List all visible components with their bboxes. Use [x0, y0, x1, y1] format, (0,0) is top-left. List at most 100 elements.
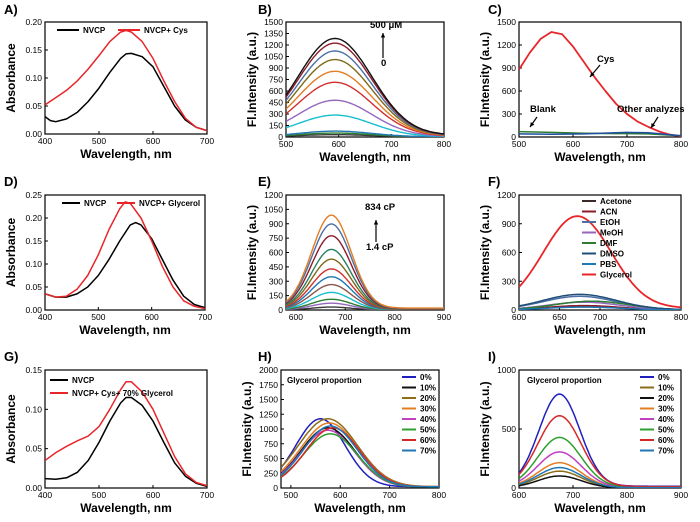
y-axis-label: Fl.Intensity (a.u.)	[478, 205, 492, 300]
y-tick-label: 1500	[497, 17, 516, 27]
plot-frame-i	[518, 369, 682, 489]
series-line	[286, 214, 444, 309]
panel-label-a: A)	[4, 2, 18, 17]
x-tick-label: 700	[198, 312, 212, 322]
y-tick-label: 1350	[264, 29, 283, 39]
y-tick-label: 1200	[264, 190, 283, 200]
y-tick-label: 0	[278, 132, 283, 142]
y-tick-label: 0.10	[25, 259, 42, 269]
x-tick-label: 700	[593, 312, 607, 322]
legend-entry: NVCP+ Glycerol	[139, 199, 200, 208]
legend-entry: Acetone	[600, 197, 632, 206]
panel-label-i: I)	[488, 349, 496, 364]
x-tick-label: 700	[200, 136, 214, 146]
y-tick-label: 600	[269, 248, 283, 258]
panel-label-c: C)	[488, 2, 502, 17]
y-tick-label: 1200	[264, 40, 283, 50]
legend-entry: PBS	[600, 260, 617, 269]
x-axis-label: Wavelength, nm	[314, 501, 406, 515]
legend-entry: 0%	[658, 373, 670, 382]
panel-title-h: Glycerol proportion	[287, 376, 362, 385]
series-line-nvcp-glycerol	[45, 201, 205, 310]
plot-frame-c	[518, 21, 682, 138]
series-line-glycerol	[519, 215, 681, 309]
y-tick-label: 0.10	[25, 404, 42, 414]
y-tick-label: 0	[273, 483, 278, 493]
y-tick-label: 0	[278, 305, 283, 315]
panel-label-g: G)	[4, 349, 18, 364]
series-line	[286, 58, 444, 136]
y-tick-label: 0.20	[25, 213, 42, 223]
y-tick-label: 450	[269, 262, 283, 272]
annotation-cys: Cys	[597, 54, 614, 65]
y-axis-label: Absorbance	[4, 43, 18, 113]
legend-entry: MeOH	[600, 229, 623, 238]
y-tick-label: 600	[269, 86, 283, 96]
annotation-arrow-cys-head	[590, 72, 595, 77]
series-line-nvcp	[45, 221, 205, 309]
y-tick-label: 150	[269, 291, 283, 301]
legend-entry: 60%	[658, 436, 674, 445]
annotation-bottom: 1.4 cP	[366, 242, 394, 253]
x-tick-label: 600	[332, 139, 346, 149]
panel-label-h: H)	[258, 349, 272, 364]
y-tick-label: 750	[269, 233, 283, 243]
x-tick-label: 900	[674, 490, 688, 500]
panel-title-i: Glycerol proportion	[527, 376, 602, 385]
y-tick-label: 1200	[497, 40, 516, 50]
y-tick-label: 0.00	[25, 483, 42, 493]
x-tick-label: 800	[674, 139, 688, 149]
annotation-other: Other analyzes	[617, 104, 685, 115]
legend-entry: NVCP	[72, 376, 95, 385]
legend-entry: 30%	[420, 405, 436, 414]
annotation-arrow-e-head	[373, 220, 379, 225]
x-tick-label: 750	[633, 312, 647, 322]
series-line-nvcp	[45, 396, 207, 488]
y-tick-label: 0.20	[25, 17, 42, 27]
annotation-arrow-b-head	[380, 33, 386, 38]
legend-entry: Glycerol	[600, 271, 632, 280]
y-tick-label: 1500	[264, 17, 283, 27]
series-line-pbs	[519, 306, 681, 310]
x-axis-label: Wavelength, nm	[554, 323, 646, 337]
x-tick-label: 600	[512, 490, 526, 500]
x-axis-label: Wavelength, nm	[319, 323, 411, 337]
legend-entry: DMF	[600, 239, 617, 248]
annotation-bottom: 0	[381, 58, 386, 69]
y-tick-label: 0.15	[25, 45, 42, 55]
y-axis-label: Fl.Intensity (a.u.)	[245, 32, 259, 127]
y-tick-label: 0.15	[25, 365, 42, 375]
x-axis-label: Wavelength, nm	[80, 147, 172, 161]
series-line-nvcp-cys-70-glycerol	[45, 381, 207, 487]
x-tick-label: 600	[145, 312, 159, 322]
x-tick-label: 800	[437, 139, 451, 149]
y-tick-label: 500	[264, 454, 278, 464]
x-tick-label: 500	[284, 490, 298, 500]
y-tick-label: 0.10	[25, 73, 42, 83]
legend-entry: 0%	[420, 373, 432, 382]
legend-entry: 70%	[658, 447, 674, 456]
legend-entry: 40%	[658, 415, 674, 424]
y-tick-label: 0	[511, 305, 516, 315]
x-tick-label: 650	[552, 312, 566, 322]
x-tick-label: 700	[620, 139, 634, 149]
x-tick-label: 600	[566, 139, 580, 149]
x-axis-label: Wavelength, nm	[79, 323, 171, 337]
legend-entry: EtOH	[600, 218, 620, 227]
y-tick-label: 300	[269, 276, 283, 286]
annotation-arrow-blank-head	[530, 122, 535, 127]
series-line	[286, 130, 444, 137]
legend-entry: DMSO	[600, 250, 624, 259]
x-tick-label: 700	[566, 490, 580, 500]
series-line	[286, 70, 444, 136]
y-tick-label: 1050	[264, 204, 283, 214]
series-line	[286, 99, 444, 137]
x-tick-label: 600	[289, 312, 303, 322]
y-axis-label: Fl.Intensity (a.u.)	[245, 205, 259, 300]
x-tick-label: 700	[383, 490, 397, 500]
series-line	[286, 114, 444, 137]
x-tick-label: 500	[279, 139, 293, 149]
y-tick-label: 1750	[259, 380, 278, 390]
panel-label-f: F)	[488, 174, 500, 189]
